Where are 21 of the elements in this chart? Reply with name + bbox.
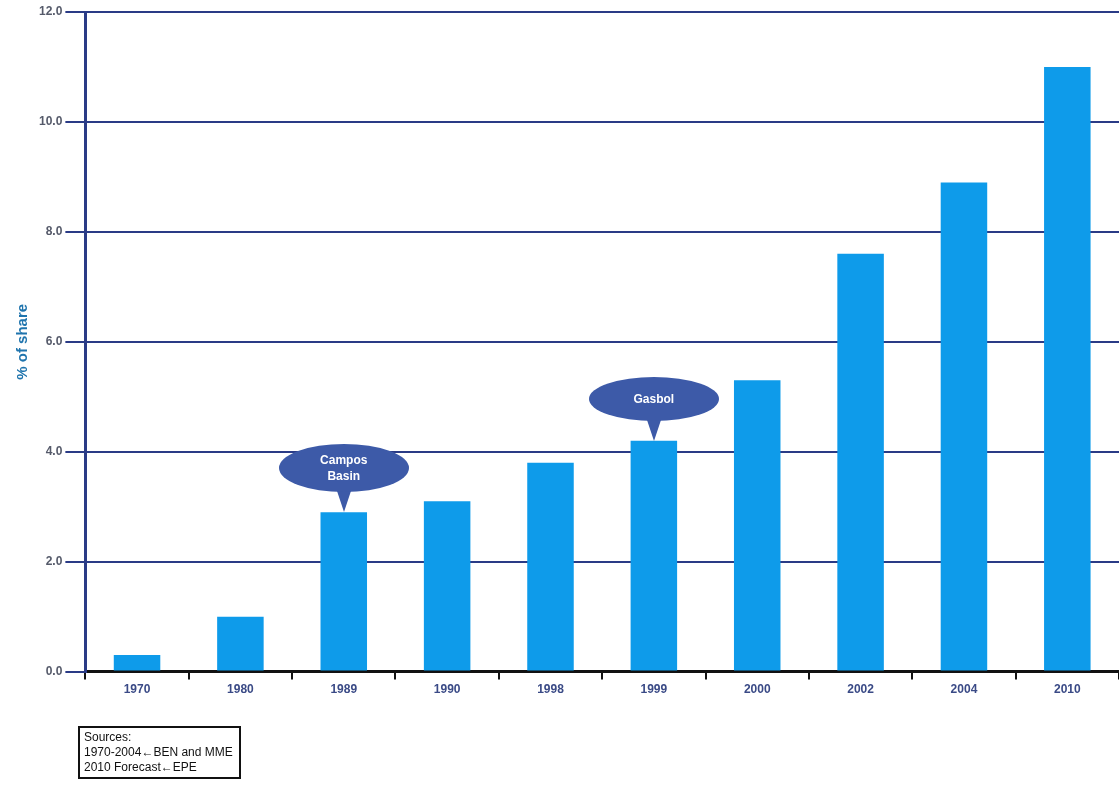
y-tick-label: 4.0 <box>45 444 63 459</box>
x-tick-label: 1998 <box>537 682 565 697</box>
x-tick-label: 1989 <box>330 682 358 697</box>
x-tick-label: 2002 <box>847 682 875 697</box>
y-tick-label: 0.0 <box>45 663 63 678</box>
y-tick-label: 8.0 <box>45 224 63 239</box>
y-tick-label: 2.0 <box>45 553 63 568</box>
y-tick-label: 12.0 <box>39 4 63 19</box>
x-tick-label: 1999 <box>640 682 668 697</box>
x-tick-label: 2010 <box>1053 682 1081 697</box>
x-tick-label: 1970 <box>123 682 151 697</box>
y-tick-label: 10.0 <box>39 114 63 129</box>
x-tick-label: 2004 <box>950 682 978 697</box>
y-axis-title: % of share <box>13 303 31 380</box>
annotation: Campos Basin <box>320 452 368 485</box>
x-tick-label: 1980 <box>227 682 255 697</box>
x-tick-label: 2000 <box>743 682 771 697</box>
annotation: Gasbol <box>633 390 675 407</box>
source-note: Sources: 1970-2004←BEN and MME 2010 Forecast←EPE <box>78 726 241 779</box>
x-tick-label: 1990 <box>433 682 461 697</box>
y-tick-label: 6.0 <box>45 334 63 349</box>
